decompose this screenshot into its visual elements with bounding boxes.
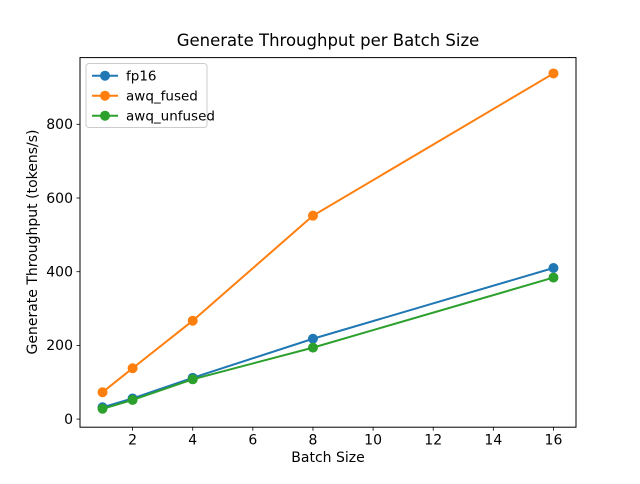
legend-marker-awq_unfused bbox=[100, 110, 110, 121]
series-awq_fused bbox=[97, 68, 559, 398]
series-fp16 bbox=[97, 263, 559, 413]
y-tick-label: 400 bbox=[46, 264, 73, 280]
data-point-awq_fused-x4 bbox=[187, 315, 198, 326]
legend-label-awq_fused: awq_fused bbox=[126, 89, 198, 105]
x-tick-label: 10 bbox=[364, 433, 382, 449]
data-point-awq_fused-x1 bbox=[97, 387, 108, 398]
data-point-awq_unfused-x8 bbox=[307, 342, 318, 353]
data-point-awq_unfused-x1 bbox=[97, 403, 108, 414]
legend-label-awq_unfused: awq_unfused bbox=[126, 109, 215, 125]
legend: fp16 awq_fused awq_unfused bbox=[85, 63, 215, 128]
x-tick-label: 8 bbox=[309, 433, 318, 449]
data-point-awq_fused-x16 bbox=[548, 68, 559, 79]
data-point-awq_fused-x2 bbox=[127, 363, 138, 374]
plot-area: 2 4 6 8 10 12 14 16 0 200 400 600 800 bbox=[46, 57, 577, 449]
data-point-fp16-x8 bbox=[307, 333, 318, 344]
y-tick-label: 200 bbox=[46, 338, 73, 354]
y-tick-label: 800 bbox=[46, 117, 73, 133]
y-axis-label: Generate Throughput (tokens/s) bbox=[25, 130, 41, 355]
legend-label-fp16: fp16 bbox=[126, 69, 157, 85]
chart-title: Generate Throughput per Batch Size bbox=[177, 31, 480, 50]
x-tick-label: 16 bbox=[545, 433, 563, 449]
x-tick-label: 2 bbox=[128, 433, 137, 449]
y-tick-label: 0 bbox=[64, 412, 73, 428]
y-tick-label: 600 bbox=[46, 191, 73, 207]
x-tick-label: 12 bbox=[424, 433, 442, 449]
x-tick-label: 6 bbox=[248, 433, 257, 449]
series-line-awq_unfused bbox=[102, 276, 554, 410]
series-awq_unfused bbox=[97, 272, 559, 414]
x-tick-label: 4 bbox=[188, 433, 197, 449]
axes-spines bbox=[79, 57, 577, 428]
data-point-fp16-x16 bbox=[548, 263, 559, 274]
data-point-awq_unfused-x2 bbox=[127, 394, 138, 405]
legend-frame bbox=[85, 63, 208, 128]
data-point-awq_unfused-x4 bbox=[187, 374, 198, 385]
legend-marker-awq_fused bbox=[100, 90, 110, 101]
x-tick-label: 14 bbox=[484, 433, 502, 449]
data-point-awq_fused-x8 bbox=[307, 210, 318, 221]
x-axis-label: Batch Size bbox=[291, 450, 364, 466]
legend-marker-fp16 bbox=[100, 70, 110, 81]
data-point-awq_unfused-x16 bbox=[548, 272, 559, 283]
